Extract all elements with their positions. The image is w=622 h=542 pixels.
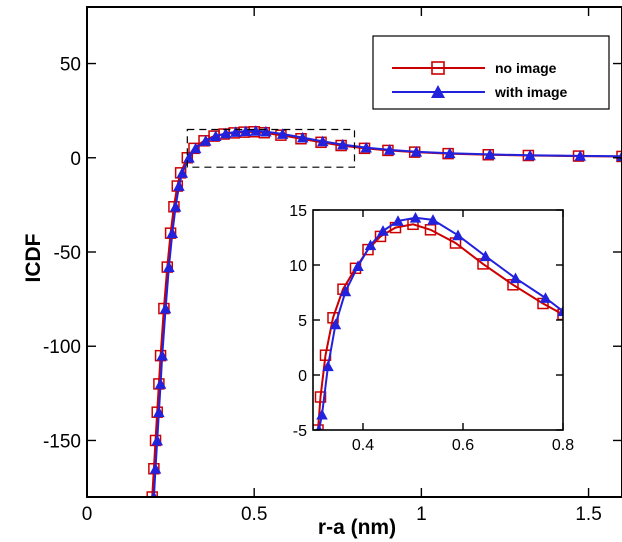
inset-point-no-image xyxy=(313,424,324,430)
inset-y-tick-label: 5 xyxy=(298,313,307,330)
inset-point-with-image xyxy=(392,215,404,226)
point-with-image xyxy=(337,138,349,150)
point-with-image xyxy=(296,131,309,143)
legend-marker-with-image xyxy=(431,85,445,98)
inset-point-with-image xyxy=(479,250,492,262)
inset-y-tick-label: 10 xyxy=(289,258,307,275)
point-with-image xyxy=(189,142,202,154)
point-with-image xyxy=(484,148,496,160)
point-no-image xyxy=(188,142,200,155)
point-with-image xyxy=(250,125,262,136)
point-no-image xyxy=(168,201,180,213)
inset-point-with-image xyxy=(509,272,522,284)
inset-data-area xyxy=(313,211,563,430)
point-with-image xyxy=(230,126,242,137)
y-tick-label: -100 xyxy=(43,337,81,358)
point-with-image xyxy=(240,125,252,137)
point-with-image xyxy=(444,147,456,159)
point-no-image xyxy=(148,462,160,475)
inset-point-with-image xyxy=(409,211,422,223)
inset-point-no-image xyxy=(314,391,327,403)
inset-point-with-image xyxy=(539,292,552,303)
point-with-image xyxy=(151,434,163,446)
point-with-image xyxy=(616,150,622,162)
inset-point-with-image xyxy=(316,408,328,420)
inset-point-with-image xyxy=(339,285,352,297)
point-with-image xyxy=(153,406,165,418)
x-tick-label: 1 xyxy=(416,504,427,525)
inset-point-with-image xyxy=(322,360,334,372)
inset-point-with-image xyxy=(557,305,563,317)
point-with-image xyxy=(316,135,329,147)
legend-box xyxy=(372,35,610,110)
point-with-image xyxy=(383,144,396,155)
inset-plot: 0.4 0.6 0.8 15 10 5 0 -5 xyxy=(289,203,574,454)
y-axis-label: ICDF xyxy=(22,233,45,282)
zoom-region-box xyxy=(186,128,356,168)
point-with-image xyxy=(276,128,289,139)
point-with-image xyxy=(360,141,372,153)
inset-point-with-image xyxy=(427,214,439,225)
inset-point-with-image xyxy=(364,239,377,251)
y-tick-label: -50 xyxy=(54,243,81,264)
inset-y-tick-label: 0 xyxy=(298,368,307,385)
inset-x-tick-label: 0.4 xyxy=(352,437,374,454)
inset-point-with-image xyxy=(329,318,342,330)
inset-point-with-image xyxy=(452,229,464,241)
point-with-image xyxy=(209,130,222,141)
inset-x-tick-label: 0.8 xyxy=(552,437,574,454)
point-with-image xyxy=(154,378,167,389)
y-tick-label: -150 xyxy=(43,431,81,452)
point-with-image xyxy=(173,180,185,191)
inset-background xyxy=(313,210,563,430)
zoom-region-rect xyxy=(186,128,356,168)
y-tick-label: 50 xyxy=(60,55,81,76)
point-with-image xyxy=(574,150,586,161)
point-with-image xyxy=(183,152,195,163)
inset-point-with-image xyxy=(315,424,323,430)
point-no-image xyxy=(151,406,163,418)
point-with-image xyxy=(156,349,168,361)
legend-marker-no-image xyxy=(431,61,445,75)
inset-line-with-image xyxy=(318,216,563,430)
inset-y-tick-label: 15 xyxy=(289,203,307,220)
point-with-image xyxy=(524,149,536,161)
inset-point-with-image xyxy=(377,225,389,236)
point-with-image xyxy=(166,227,179,239)
point-with-image xyxy=(176,167,189,178)
y-tick-label: 0 xyxy=(70,149,81,170)
point-with-image xyxy=(149,462,162,474)
data-area xyxy=(146,125,622,497)
point-with-image xyxy=(220,127,232,139)
point-no-image xyxy=(149,434,162,447)
point-with-image xyxy=(159,302,172,314)
x-tick-label: 0.5 xyxy=(241,504,267,525)
point-no-image xyxy=(153,378,165,390)
inset-point-no-image xyxy=(424,224,437,236)
point-with-image xyxy=(260,125,272,137)
legend-label-no-image: no image xyxy=(495,60,557,76)
legend: no image with image xyxy=(372,35,610,110)
point-with-image xyxy=(169,201,182,212)
point-with-image xyxy=(410,145,423,157)
point-no-image xyxy=(158,302,170,315)
point-with-image xyxy=(199,135,212,146)
point-no-image xyxy=(146,491,158,497)
point-no-image xyxy=(164,227,177,239)
inset-y-tick-label: -5 xyxy=(293,423,307,440)
point-with-image xyxy=(150,491,157,497)
inset-point-with-image xyxy=(352,260,364,271)
legend-label-with-image: with image xyxy=(494,84,568,100)
x-tick-label: 1.5 xyxy=(575,504,601,525)
inset-x-tick-label: 0.6 xyxy=(452,437,474,454)
point-no-image xyxy=(161,261,173,273)
inset-line-no-image xyxy=(317,223,563,430)
inset-point-no-image xyxy=(557,308,563,321)
point-with-image xyxy=(163,261,175,272)
point-no-image xyxy=(154,349,167,362)
x-tick-label: 0 xyxy=(82,504,93,525)
x-axis-label: r-a (nm) xyxy=(318,516,396,539)
